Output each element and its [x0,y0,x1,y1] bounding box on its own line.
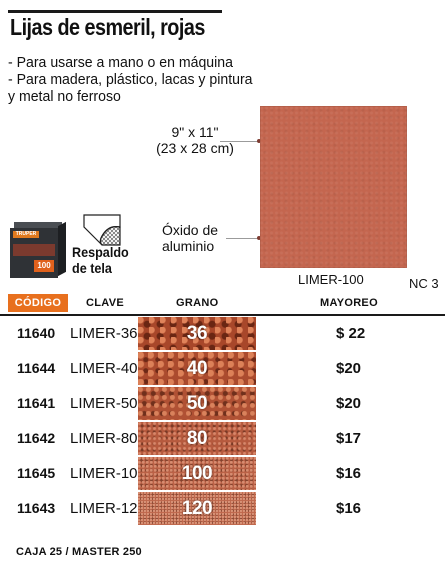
material-leader-line [226,238,258,239]
size-callout: 9" x 11" (23 x 28 cm) [140,124,250,156]
grit-swatch: 50 [138,387,256,420]
title-rule [8,10,222,44]
row-clave: LIMER-40 [70,360,138,377]
row-code: 11642 [17,430,56,446]
row-clave: LIMER-120 [70,500,146,517]
header-clave: CLAVE [86,297,124,309]
sheet-label: LIMER-100 [298,272,364,287]
header-mayoreo: MAYOREO [320,297,378,309]
table-row: 11641 LIMER-50 50 $20 [0,386,445,421]
grit-value: 100 [181,462,213,484]
product-box-image: TRUPER 100 [10,221,66,280]
row-clave: LIMER-80 [70,430,138,447]
grit-swatch: 80 [138,422,256,455]
packaging-note: CAJA 25 / MASTER 250 [16,546,142,558]
material-line1: Óxido de [162,222,219,238]
cloth-backing-icon [83,214,121,246]
grit-value: 120 [181,497,213,519]
row-price: $17 [336,430,362,447]
table-row: 11643 LIMER-120 120 $16 [0,491,445,526]
row-price: $16 [336,500,362,517]
row-code: 11644 [17,360,56,376]
row-code: 11641 [17,395,56,411]
material-callout: Óxido de aluminio [162,222,218,254]
feature-item: - Para madera, plástico, lacas y pintura [8,71,253,88]
box-number: 100 [34,260,54,272]
row-clave: LIMER-50 [70,395,138,412]
nc-label: NC 3 [409,276,439,291]
product-table: CÓDIGO CLAVE GRANO MAYOREO 11640 LIMER-3… [0,292,445,526]
row-price: $20 [336,360,362,377]
table-header: CÓDIGO CLAVE GRANO MAYOREO [0,292,445,316]
table-row: 11642 LIMER-80 80 $17 [0,421,445,456]
page-title: Lijas de esmeril, rojas [10,14,205,40]
row-code: 11640 [17,325,56,341]
row-price: $16 [336,465,362,482]
row-price: $ 22 [336,325,366,342]
feature-list: - Para usarse a mano o en máquina - Para… [8,54,253,105]
row-clave: LIMER-36 [70,325,138,342]
row-code: 11645 [17,465,56,481]
grit-value: 40 [186,357,208,379]
grit-swatch: 40 [138,352,256,385]
grit-value: 50 [186,392,208,414]
grit-swatch: 100 [138,457,256,490]
box-brand-logo: TRUPER [13,231,39,238]
size-leader-dot [257,139,261,143]
size-leader-line [220,141,258,142]
grit-swatch: 120 [138,492,256,525]
table-row: 11644 LIMER-40 40 $20 [0,351,445,386]
row-code: 11643 [17,500,56,516]
feature-item: - Para usarse a mano o en máquina [8,54,233,71]
grit-swatch: 36 [138,317,256,350]
size-metric: (23 x 28 cm) [156,140,234,156]
size-imperial: 9" x 11" [171,124,219,140]
material-leader-dot [257,236,261,240]
row-clave: LIMER-100 [70,465,146,482]
grit-value: 36 [186,322,208,344]
table-row: 11640 LIMER-36 36 $ 22 [0,316,445,351]
table-row: 11645 LIMER-100 100 $16 [0,456,445,491]
row-price: $20 [336,395,362,412]
feature-item: y metal no ferroso [8,88,121,105]
sandpaper-sheet-image [260,106,407,268]
backing-label: Respaldo de tela [72,244,129,276]
header-grano: GRANO [176,297,219,309]
header-code: CÓDIGO [8,294,68,312]
material-line2: aluminio [162,238,215,254]
grit-value: 80 [186,427,208,449]
